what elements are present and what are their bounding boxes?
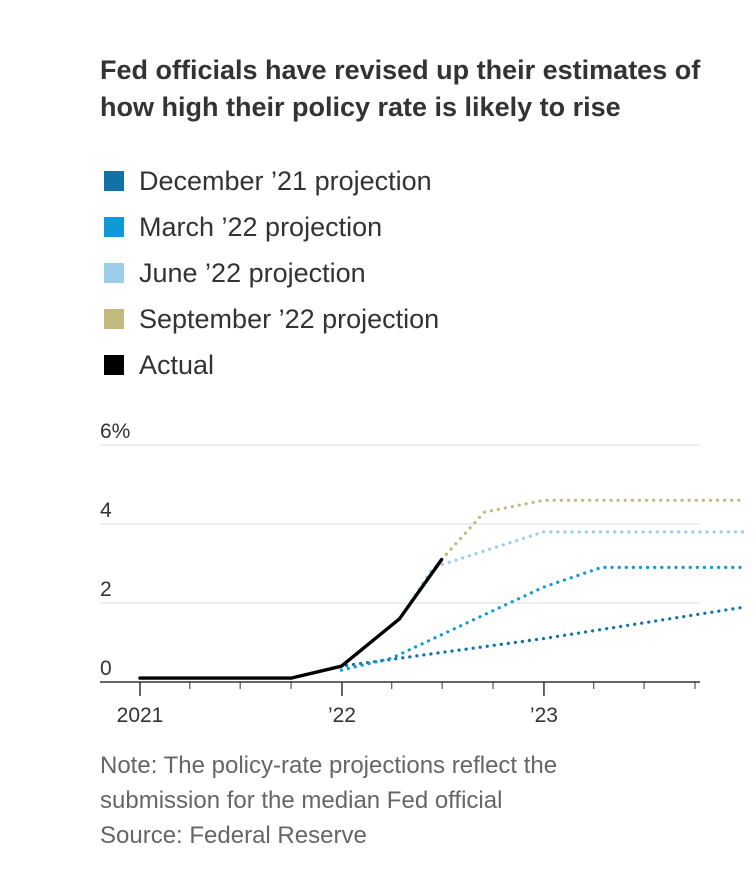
y-tick-label: 6% — [100, 420, 130, 443]
legend-item-september-22: September ’22 projection — [104, 296, 439, 342]
legend-swatch-september-22 — [104, 309, 124, 329]
y-tick-label: 2 — [100, 578, 112, 601]
legend-label-march-22: March ’22 projection — [139, 211, 383, 242]
chart-note: Note: The policy-rate projections reflec… — [100, 748, 720, 853]
x-tick-label: 2021 — [117, 704, 164, 727]
legend-item-december-21: December ’21 projection — [104, 158, 439, 204]
legend: December ’21 projection March ’22 projec… — [104, 158, 439, 388]
x-tick-label: ’22 — [328, 704, 356, 727]
rate-chart: 6% 4 2 0 2021 ’22 ’23 — [100, 420, 748, 727]
series-line-1 — [339, 565, 748, 672]
chart-title: Fed officials have revised up their esti… — [100, 55, 701, 122]
legend-swatch-june-22 — [104, 263, 124, 283]
note-line-1: Note: The policy-rate projections reflec… — [100, 752, 558, 779]
legend-item-june-22: June ’22 projection — [104, 250, 439, 296]
x-axis — [100, 681, 700, 696]
legend-label-december-21: December ’21 projection — [139, 165, 432, 196]
legend-label-september-22: September ’22 projection — [139, 303, 440, 334]
series-lines — [138, 498, 748, 680]
legend-swatch-actual — [104, 355, 124, 375]
legend-label-june-22: June ’22 projection — [139, 257, 366, 288]
note-line-2: submission for the median Fed official — [100, 787, 503, 814]
y-tick-label: 4 — [100, 499, 112, 522]
gridlines — [100, 444, 700, 604]
series-line-3 — [440, 498, 748, 562]
source-text: Source: Federal Reserve — [100, 822, 367, 849]
axis-labels: 6% 4 2 0 2021 ’22 ’23 — [100, 420, 558, 727]
legend-label-actual: Actual — [139, 349, 215, 380]
y-tick-label: 0 — [100, 657, 112, 680]
series-line-0 — [289, 605, 748, 680]
legend-swatch-december-21 — [104, 171, 124, 191]
series-line-2 — [397, 530, 748, 621]
legend-item-actual: Actual — [104, 342, 439, 388]
x-tick-label: ’23 — [530, 704, 558, 727]
legend-swatch-march-22 — [104, 217, 124, 237]
series-line-4 — [138, 557, 444, 680]
legend-item-march-22: March ’22 projection — [104, 204, 439, 250]
